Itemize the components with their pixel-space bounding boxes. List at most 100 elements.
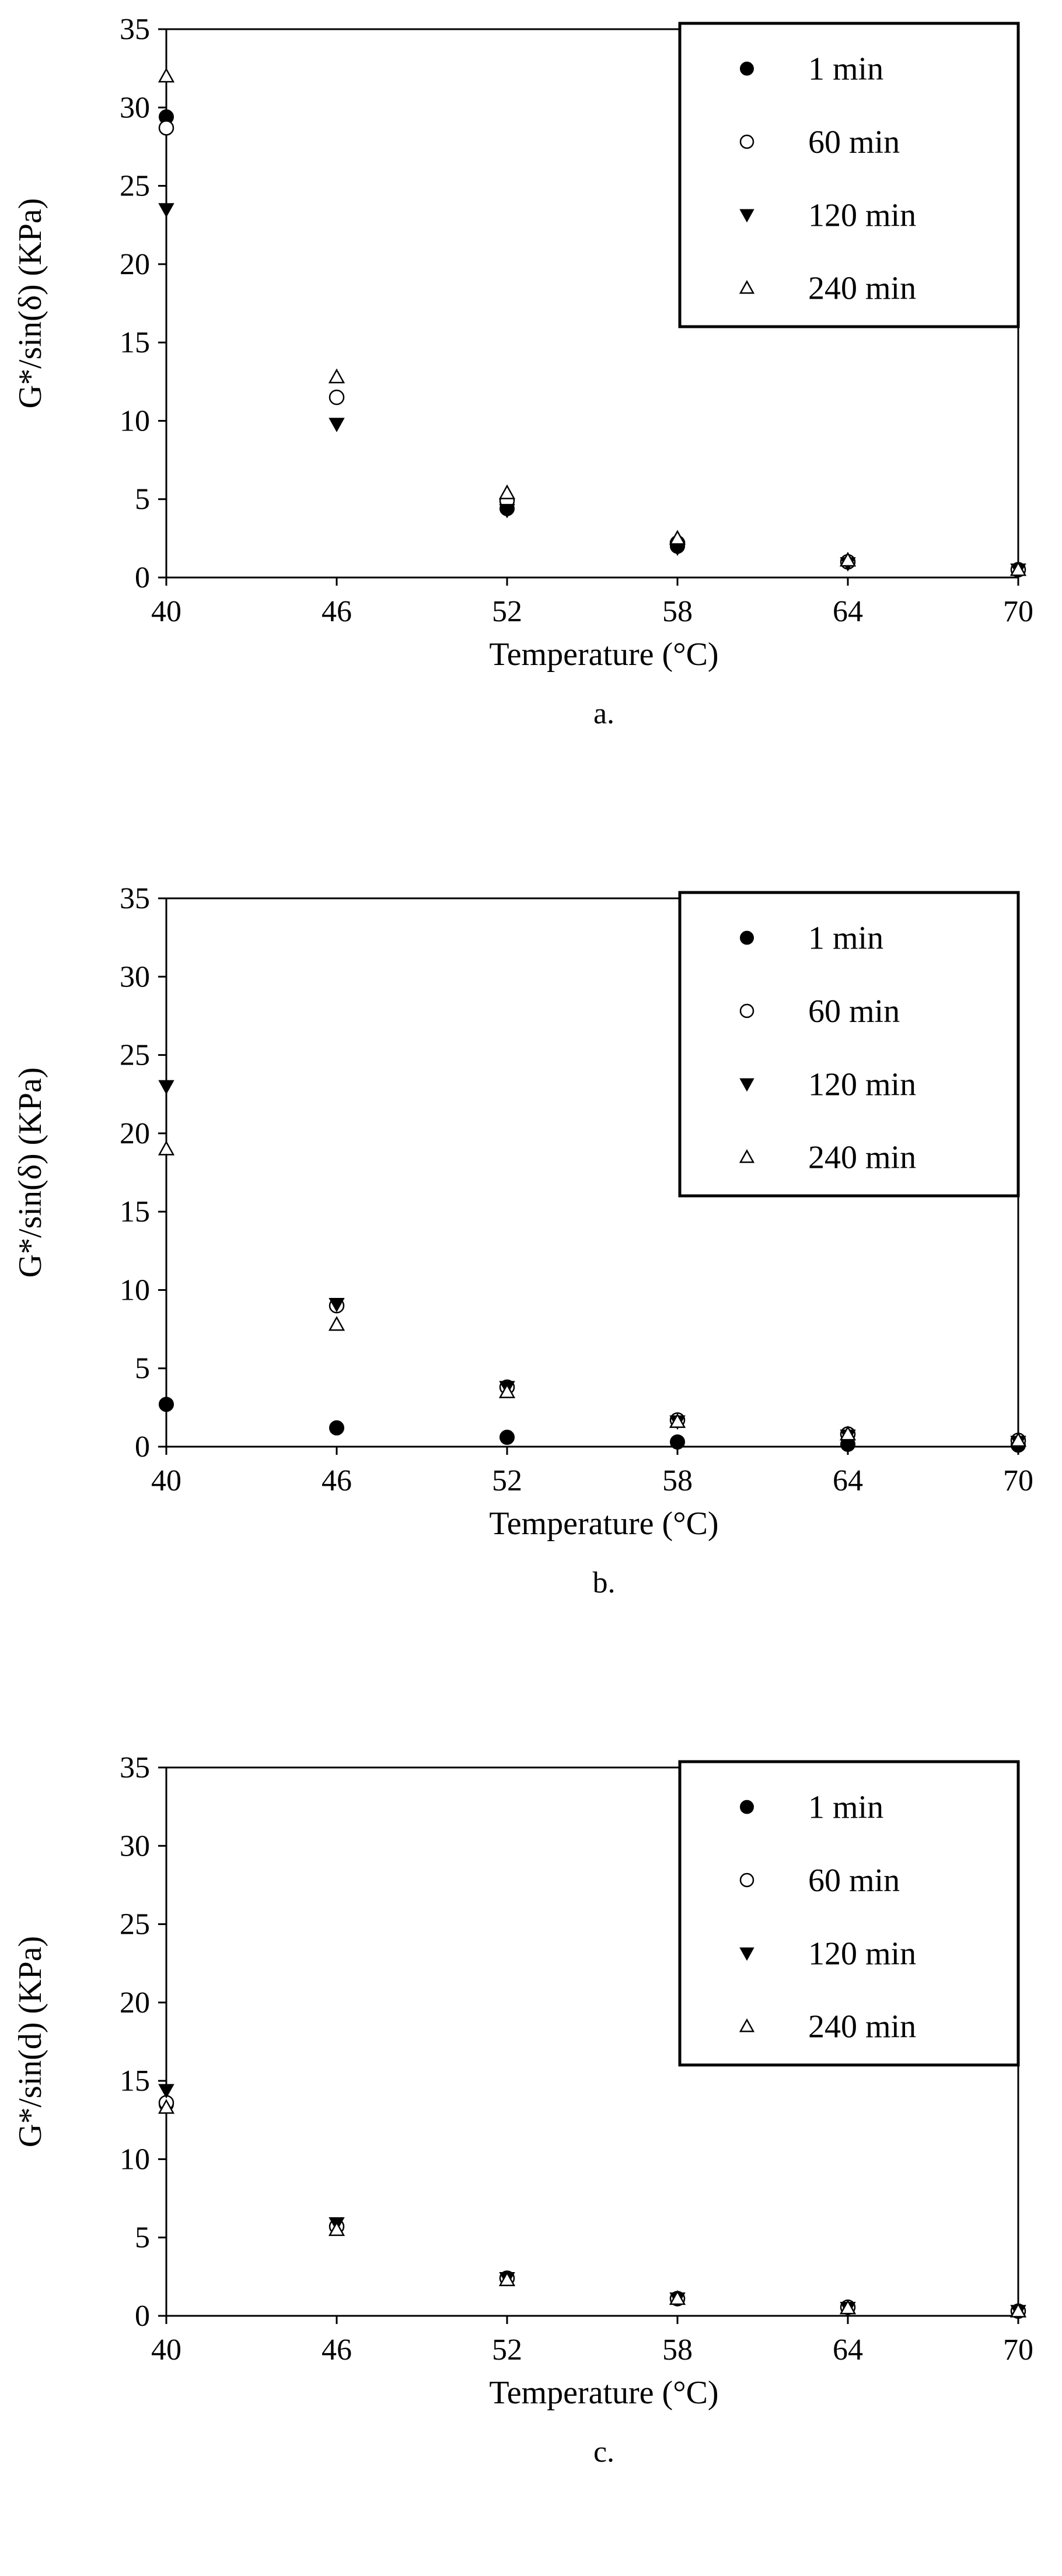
data-point-240-min bbox=[1009, 1432, 1027, 1447]
y-axis-label: G*/sin(d) (KPa) bbox=[12, 1936, 48, 2147]
legend-marker bbox=[739, 280, 755, 294]
data-point-1-min bbox=[670, 1434, 685, 1450]
legend-label: 240 min bbox=[808, 271, 916, 307]
x-tick-label: 64 bbox=[833, 595, 863, 628]
data-point-240-min bbox=[158, 2099, 175, 2114]
panel-label: a. bbox=[593, 697, 614, 730]
panel-label: c. bbox=[593, 2435, 614, 2469]
legend: 1 min 60 min 120 min 240 min bbox=[678, 891, 1020, 1198]
legend-label: 120 min bbox=[808, 1936, 916, 1972]
legend: 1 min 60 min 120 min 240 min bbox=[678, 1760, 1020, 2067]
chart-panels: 0 5 10 15 20 25 30 35 40 46 52 58 64 70 Temperature (°… bbox=[12, 13, 1033, 2469]
y-tick-label: 15 bbox=[120, 1195, 150, 1228]
x-tick-label: 64 bbox=[833, 2333, 863, 2367]
y-tick-label: 30 bbox=[120, 960, 150, 993]
legend-label: 60 min bbox=[808, 124, 900, 160]
x-tick-label: 58 bbox=[662, 1464, 693, 1497]
data-point-120-min bbox=[329, 1298, 345, 1312]
chart-panel-3: 0 5 10 15 20 25 30 35 40 46 52 58 64 70 Temperature (°… bbox=[12, 1751, 1033, 2469]
x-axis-label: Temperature (°C) bbox=[489, 1506, 718, 1542]
legend-marker bbox=[739, 1873, 754, 1888]
legend-marker bbox=[739, 1003, 754, 1019]
y-tick-label: 0 bbox=[135, 1430, 150, 1464]
legend-marker bbox=[740, 930, 754, 945]
x-axis-label: Temperature (°C) bbox=[489, 636, 718, 673]
data-point-240-min bbox=[498, 484, 516, 499]
data-point-120-min bbox=[158, 2084, 174, 2099]
data-point-240-min bbox=[1009, 2302, 1027, 2318]
legend-marker bbox=[739, 1149, 755, 1163]
y-tick-label: 35 bbox=[120, 882, 150, 915]
y-tick-label: 5 bbox=[135, 483, 150, 516]
legend-marker bbox=[740, 61, 754, 76]
legend-label: 60 min bbox=[808, 993, 900, 1030]
legend-label: 240 min bbox=[808, 2009, 916, 2045]
legend-label: 1 min bbox=[808, 51, 883, 88]
y-tick-label: 0 bbox=[135, 561, 150, 594]
data-point-240-min bbox=[839, 551, 857, 567]
data-point-240-min bbox=[498, 1383, 516, 1398]
x-tick-label: 40 bbox=[151, 595, 181, 628]
y-tick-label: 5 bbox=[135, 1352, 150, 1385]
data-point-240-min bbox=[839, 1425, 857, 1441]
y-tick-label: 25 bbox=[120, 1039, 150, 1072]
data-points bbox=[158, 1080, 1027, 1453]
data-point-120-min bbox=[499, 503, 515, 519]
data-point-120-min bbox=[329, 418, 345, 432]
y-tick-label: 20 bbox=[120, 1117, 150, 1150]
legend-marker bbox=[739, 209, 754, 223]
x-tick-label: 52 bbox=[492, 1464, 522, 1497]
legend-label: 60 min bbox=[808, 1863, 900, 1899]
legend-box bbox=[678, 1760, 1020, 2067]
data-point-1-min bbox=[159, 1396, 174, 1412]
data-point-1-min bbox=[329, 1420, 344, 1436]
y-tick-label: 10 bbox=[120, 1273, 150, 1307]
x-axis-label: Temperature (°C) bbox=[489, 2375, 718, 2411]
data-points bbox=[158, 67, 1027, 578]
legend-box bbox=[678, 22, 1020, 328]
data-point-240-min bbox=[669, 1413, 686, 1428]
y-tick-label: 20 bbox=[120, 1986, 150, 2020]
x-tick-label: 70 bbox=[1003, 595, 1033, 628]
legend-label: 1 min bbox=[808, 921, 883, 957]
y-tick-label: 10 bbox=[120, 404, 150, 438]
x-tick-label: 40 bbox=[151, 1464, 181, 1497]
data-point-120-min bbox=[158, 1080, 174, 1095]
legend-label: 1 min bbox=[808, 1790, 883, 1826]
y-tick-label: 25 bbox=[120, 1908, 150, 1941]
legend-marker bbox=[739, 134, 754, 149]
data-point-240-min bbox=[839, 2299, 857, 2315]
x-tick-label: 58 bbox=[662, 2333, 693, 2367]
legend-label: 120 min bbox=[808, 197, 916, 233]
x-tick-label: 64 bbox=[833, 1464, 863, 1497]
y-tick-label: 35 bbox=[120, 13, 150, 46]
y-tick-label: 10 bbox=[120, 2143, 150, 2176]
y-tick-label: 20 bbox=[120, 248, 150, 281]
x-tick-label: 46 bbox=[322, 1464, 352, 1497]
legend-marker bbox=[739, 1078, 754, 1092]
data-points bbox=[158, 2084, 1027, 2320]
data-point-240-min bbox=[498, 2271, 516, 2287]
x-tick-label: 52 bbox=[492, 595, 522, 628]
data-point-240-min bbox=[328, 2221, 345, 2236]
data-point-240-min bbox=[158, 67, 175, 83]
data-point-1-min bbox=[499, 1429, 515, 1445]
legend-marker bbox=[739, 2018, 755, 2032]
chart-panel-2: 0 5 10 15 20 25 30 35 40 46 52 58 64 70 Temperature (°… bbox=[12, 882, 1033, 1600]
data-point-240-min bbox=[328, 1315, 345, 1331]
y-tick-label: 30 bbox=[120, 1829, 150, 1863]
y-tick-label: 0 bbox=[135, 2300, 150, 2333]
legend-marker bbox=[739, 1947, 754, 1961]
data-point-240-min bbox=[669, 2290, 686, 2305]
legend-box bbox=[678, 891, 1020, 1198]
legend-label: 120 min bbox=[808, 1066, 916, 1102]
y-tick-label: 35 bbox=[120, 1751, 150, 1784]
y-tick-label: 5 bbox=[135, 2221, 150, 2255]
x-tick-label: 58 bbox=[662, 595, 693, 628]
chart-panel-1: 0 5 10 15 20 25 30 35 40 46 52 58 64 70 Temperature (°… bbox=[12, 13, 1033, 730]
data-point-240-min bbox=[158, 1140, 175, 1156]
data-point-60-min bbox=[158, 120, 174, 136]
panel-label: b. bbox=[593, 1566, 616, 1600]
data-point-240-min bbox=[328, 368, 345, 384]
